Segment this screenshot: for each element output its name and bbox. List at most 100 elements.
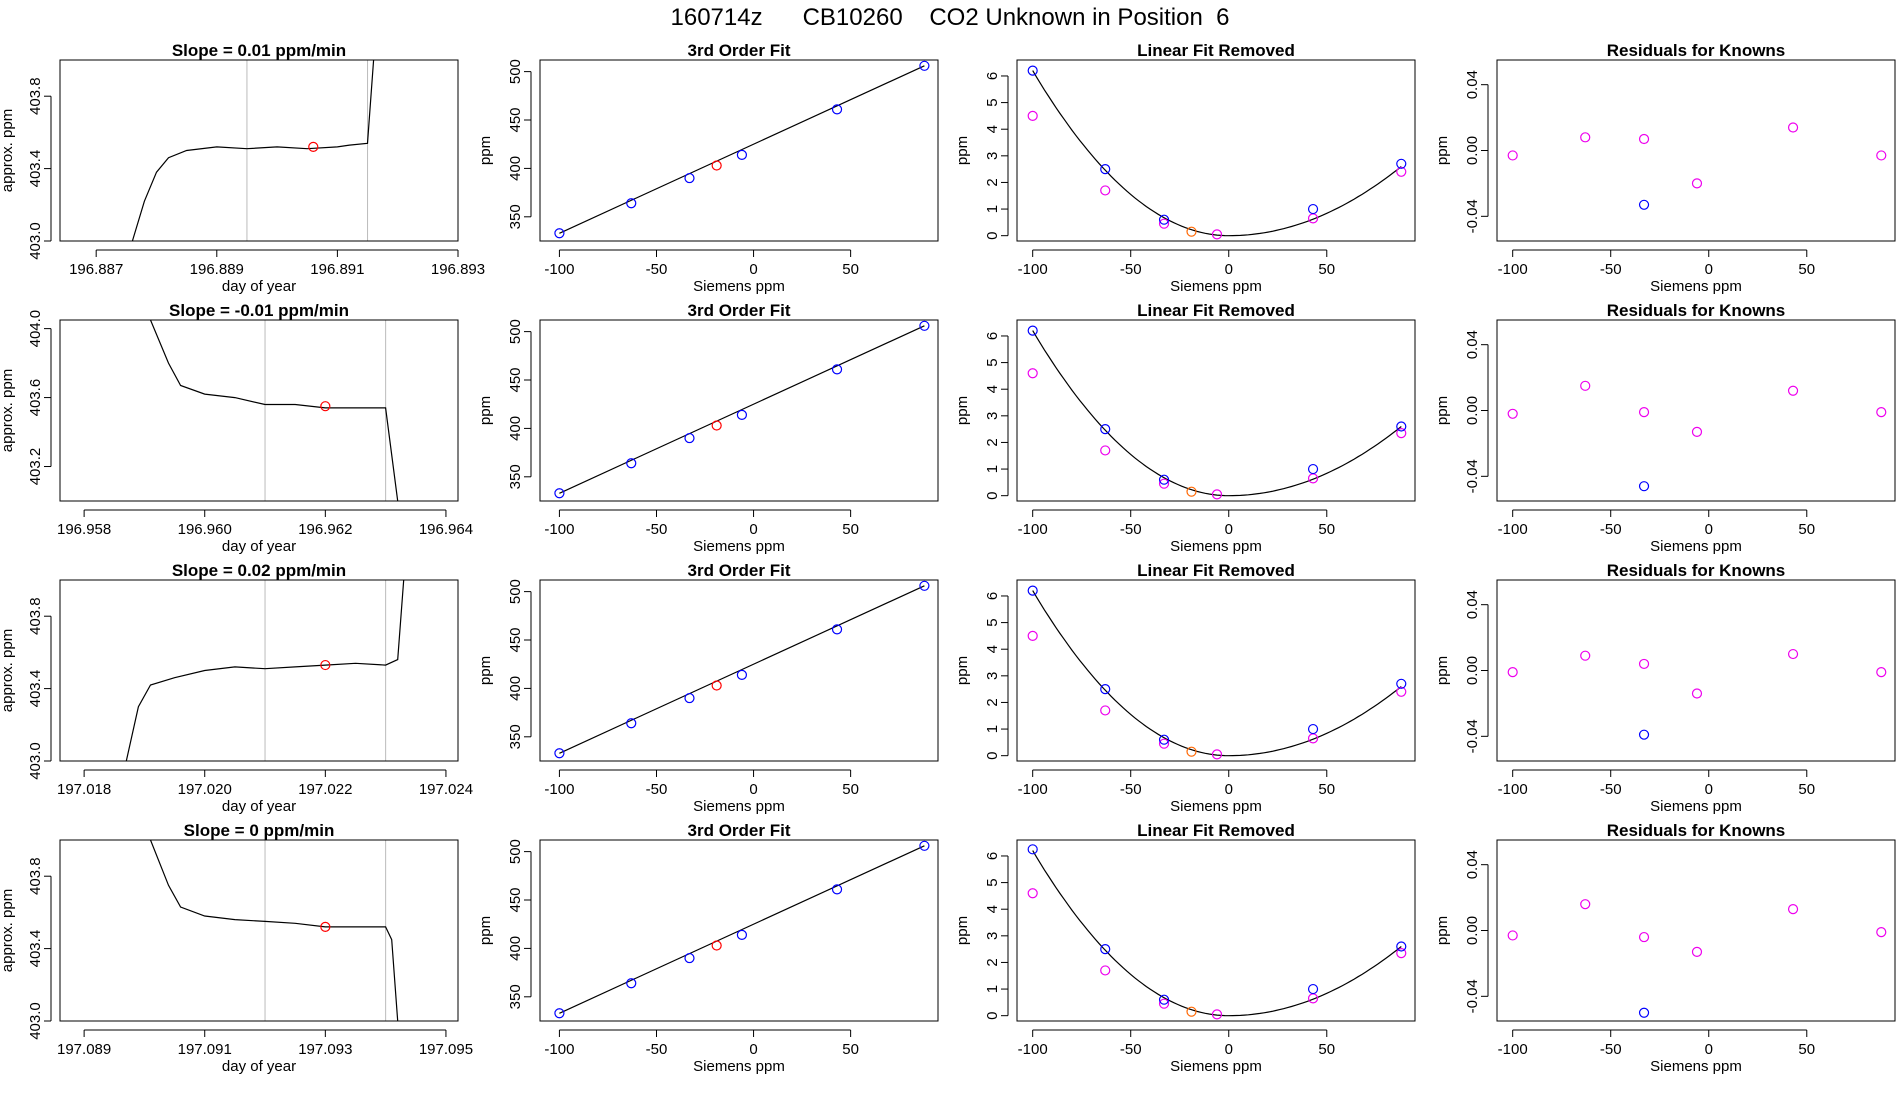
magenta-point — [1876, 667, 1887, 678]
x-tick-label: -50 — [646, 521, 668, 538]
series-line — [149, 840, 399, 1021]
y-tick-label: 5 — [984, 878, 1001, 886]
unknown-point — [711, 940, 722, 951]
x-tick-label: 0 — [1225, 781, 1233, 798]
magenta-point — [1876, 927, 1887, 938]
y-axis-label: ppm — [954, 396, 971, 425]
fit-curve — [1032, 590, 1402, 757]
x-axis-label: Siemens ppm — [1650, 798, 1742, 815]
x-tick-label: 197.095 — [419, 1041, 473, 1058]
y-tick-label: 403.8 — [27, 857, 44, 895]
y-tick-label: 0.00 — [1464, 916, 1481, 945]
magenta-point — [1100, 705, 1111, 716]
series-line — [559, 325, 925, 494]
magenta-point — [1027, 110, 1038, 121]
magenta-point — [1638, 407, 1650, 418]
blue-point — [626, 718, 637, 729]
x-axis-label: day of year — [222, 538, 296, 555]
x-axis-label: Siemens ppm — [1170, 278, 1262, 295]
y-tick-label: 500 — [507, 319, 524, 344]
x-tick-label: 197.089 — [57, 1041, 111, 1058]
x-tick-label: 0 — [1225, 1041, 1233, 1058]
y-tick-label: 0.00 — [1464, 136, 1481, 165]
x-axis-label: Siemens ppm — [693, 278, 785, 295]
x-tick-label: 0 — [1705, 1041, 1713, 1058]
blue-point — [736, 929, 748, 940]
blue-point — [1100, 424, 1111, 435]
y-tick-label: 0.04 — [1464, 590, 1481, 619]
x-axis-label: day of year — [222, 278, 296, 295]
y-tick-label: 4 — [984, 905, 1001, 913]
unknown-point — [1186, 226, 1197, 237]
y-tick-label: 403.2 — [27, 448, 44, 486]
x-tick-label: -50 — [1600, 261, 1622, 278]
magenta-point — [1396, 948, 1407, 959]
series-line — [559, 845, 925, 1014]
blue-point — [831, 884, 843, 895]
series-line — [125, 580, 405, 761]
plot-frame — [1496, 579, 1896, 762]
y-axis-label: ppm — [477, 656, 494, 685]
fit-curve — [1032, 330, 1402, 497]
blue-point — [1158, 474, 1170, 485]
y-tick-label: 0.04 — [1464, 70, 1481, 99]
magenta-point — [1507, 150, 1518, 161]
y-tick-label: 350 — [507, 724, 524, 749]
fit-curve — [1032, 850, 1402, 1017]
blue-point — [684, 432, 695, 444]
y-axis-label: ppm — [954, 136, 971, 165]
magenta-point — [1580, 380, 1591, 391]
y-tick-label: 5 — [984, 98, 1001, 106]
plot-title: Residuals for Knowns — [1607, 561, 1786, 580]
blue-point — [919, 840, 930, 851]
x-tick-label: -50 — [1600, 1041, 1622, 1058]
y-axis-label: ppm — [1434, 396, 1451, 425]
plot-frame — [539, 59, 939, 242]
blue-point — [831, 364, 843, 375]
y-axis-label: ppm — [1434, 656, 1451, 685]
blue-point — [1307, 983, 1319, 995]
x-tick-label: 197.022 — [298, 781, 352, 798]
y-tick-label: -0.04 — [1464, 459, 1481, 493]
blue-point — [554, 488, 565, 499]
y-tick-label: 403.8 — [27, 597, 44, 635]
unknown-point — [1186, 746, 1197, 757]
x-tick-label: 50 — [1798, 521, 1815, 538]
x-tick-label: 50 — [1318, 1041, 1335, 1058]
magenta-point — [1691, 426, 1703, 437]
plot-title: Slope = 0 ppm/min — [184, 821, 335, 840]
blue-point — [1100, 684, 1111, 695]
series-line — [149, 320, 399, 501]
y-tick-label: 3 — [984, 672, 1001, 680]
x-tick-label: 196.958 — [57, 521, 111, 538]
x-axis-label: Siemens ppm — [693, 798, 785, 815]
plot-title: 3rd Order Fit — [688, 821, 791, 840]
blue-point — [919, 320, 930, 331]
x-tick-label: -100 — [1018, 521, 1048, 538]
magenta-point — [1580, 132, 1591, 143]
y-tick-label: 403.8 — [27, 77, 44, 115]
y-tick-label: 4 — [984, 385, 1001, 393]
x-tick-label: 196.889 — [190, 261, 244, 278]
x-tick-label: 197.018 — [57, 781, 111, 798]
blue-point — [684, 952, 695, 964]
y-tick-label: 500 — [507, 839, 524, 864]
y-tick-label: 2 — [984, 958, 1001, 966]
y-tick-label: 4 — [984, 645, 1001, 653]
y-tick-label: 0.00 — [1464, 656, 1481, 685]
x-axis-label: Siemens ppm — [693, 538, 785, 555]
x-tick-label: 50 — [1318, 261, 1335, 278]
y-tick-label: 1 — [984, 725, 1001, 733]
unknown-point — [711, 680, 722, 691]
y-tick-label: 1 — [984, 205, 1001, 213]
magenta-point — [1396, 686, 1407, 697]
x-tick-label: 196.893 — [431, 261, 485, 278]
x-tick-label: 196.964 — [419, 521, 473, 538]
y-tick-label: 6 — [984, 592, 1001, 600]
magenta-point — [1396, 428, 1407, 439]
y-axis-label: approx. ppm — [0, 889, 16, 972]
unknown-point — [711, 420, 722, 431]
plot-frame — [539, 319, 939, 502]
x-tick-label: -100 — [544, 261, 574, 278]
